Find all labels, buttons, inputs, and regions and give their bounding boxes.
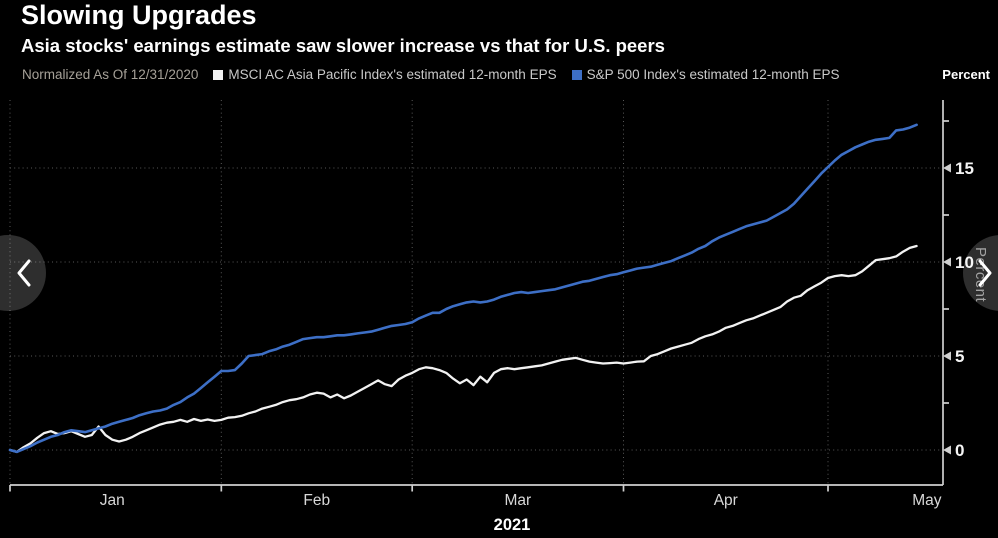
y-axis-tick-labels: 0 5 10 15 xyxy=(943,159,974,460)
legend-swatch-sp500 xyxy=(571,69,582,80)
chevron-left-icon xyxy=(17,259,31,287)
legend-label-asia: MSCI AC Asia Pacific Index's estimated 1… xyxy=(228,67,557,82)
svg-text:Mar: Mar xyxy=(504,492,531,509)
svg-text:15: 15 xyxy=(955,159,974,178)
x-axis-year-label: 2021 xyxy=(494,516,531,534)
legend-item-asia: MSCI AC Asia Pacific Index's estimated 1… xyxy=(213,67,557,82)
y-axis-unit-vertical-label: Percent xyxy=(972,247,989,303)
page-title: Slowing Upgrades xyxy=(21,0,257,30)
svg-text:Feb: Feb xyxy=(303,492,330,509)
gridlines xyxy=(9,100,943,485)
legend-item-sp500: S&P 500 Index's estimated 12-month EPS xyxy=(571,67,840,82)
series-line-sp500 xyxy=(8,123,918,454)
svg-text:May: May xyxy=(912,492,942,509)
svg-text:10: 10 xyxy=(955,253,974,272)
svg-text:0: 0 xyxy=(955,441,964,460)
svg-text:5: 5 xyxy=(955,347,964,366)
svg-text:Jan: Jan xyxy=(100,492,125,509)
chart-subtitle: Asia stocks' earnings estimate saw slowe… xyxy=(21,35,665,56)
chevron-right-icon xyxy=(978,259,992,287)
normalized-note: Normalized As Of 12/31/2020 xyxy=(22,67,199,82)
legend-swatch-asia xyxy=(213,69,224,80)
axes xyxy=(9,100,949,492)
legend-label-sp500: S&P 500 Index's estimated 12-month EPS xyxy=(586,67,840,82)
x-axis-labels: Jan Feb Mar Apr May 2021 xyxy=(100,492,942,534)
chart-legend: Normalized As Of 12/31/2020 MSCI AC Asia… xyxy=(22,67,990,82)
svg-text:Apr: Apr xyxy=(714,492,738,509)
y-axis-unit-label: Percent xyxy=(942,67,990,82)
series-line-asia xyxy=(8,244,918,454)
